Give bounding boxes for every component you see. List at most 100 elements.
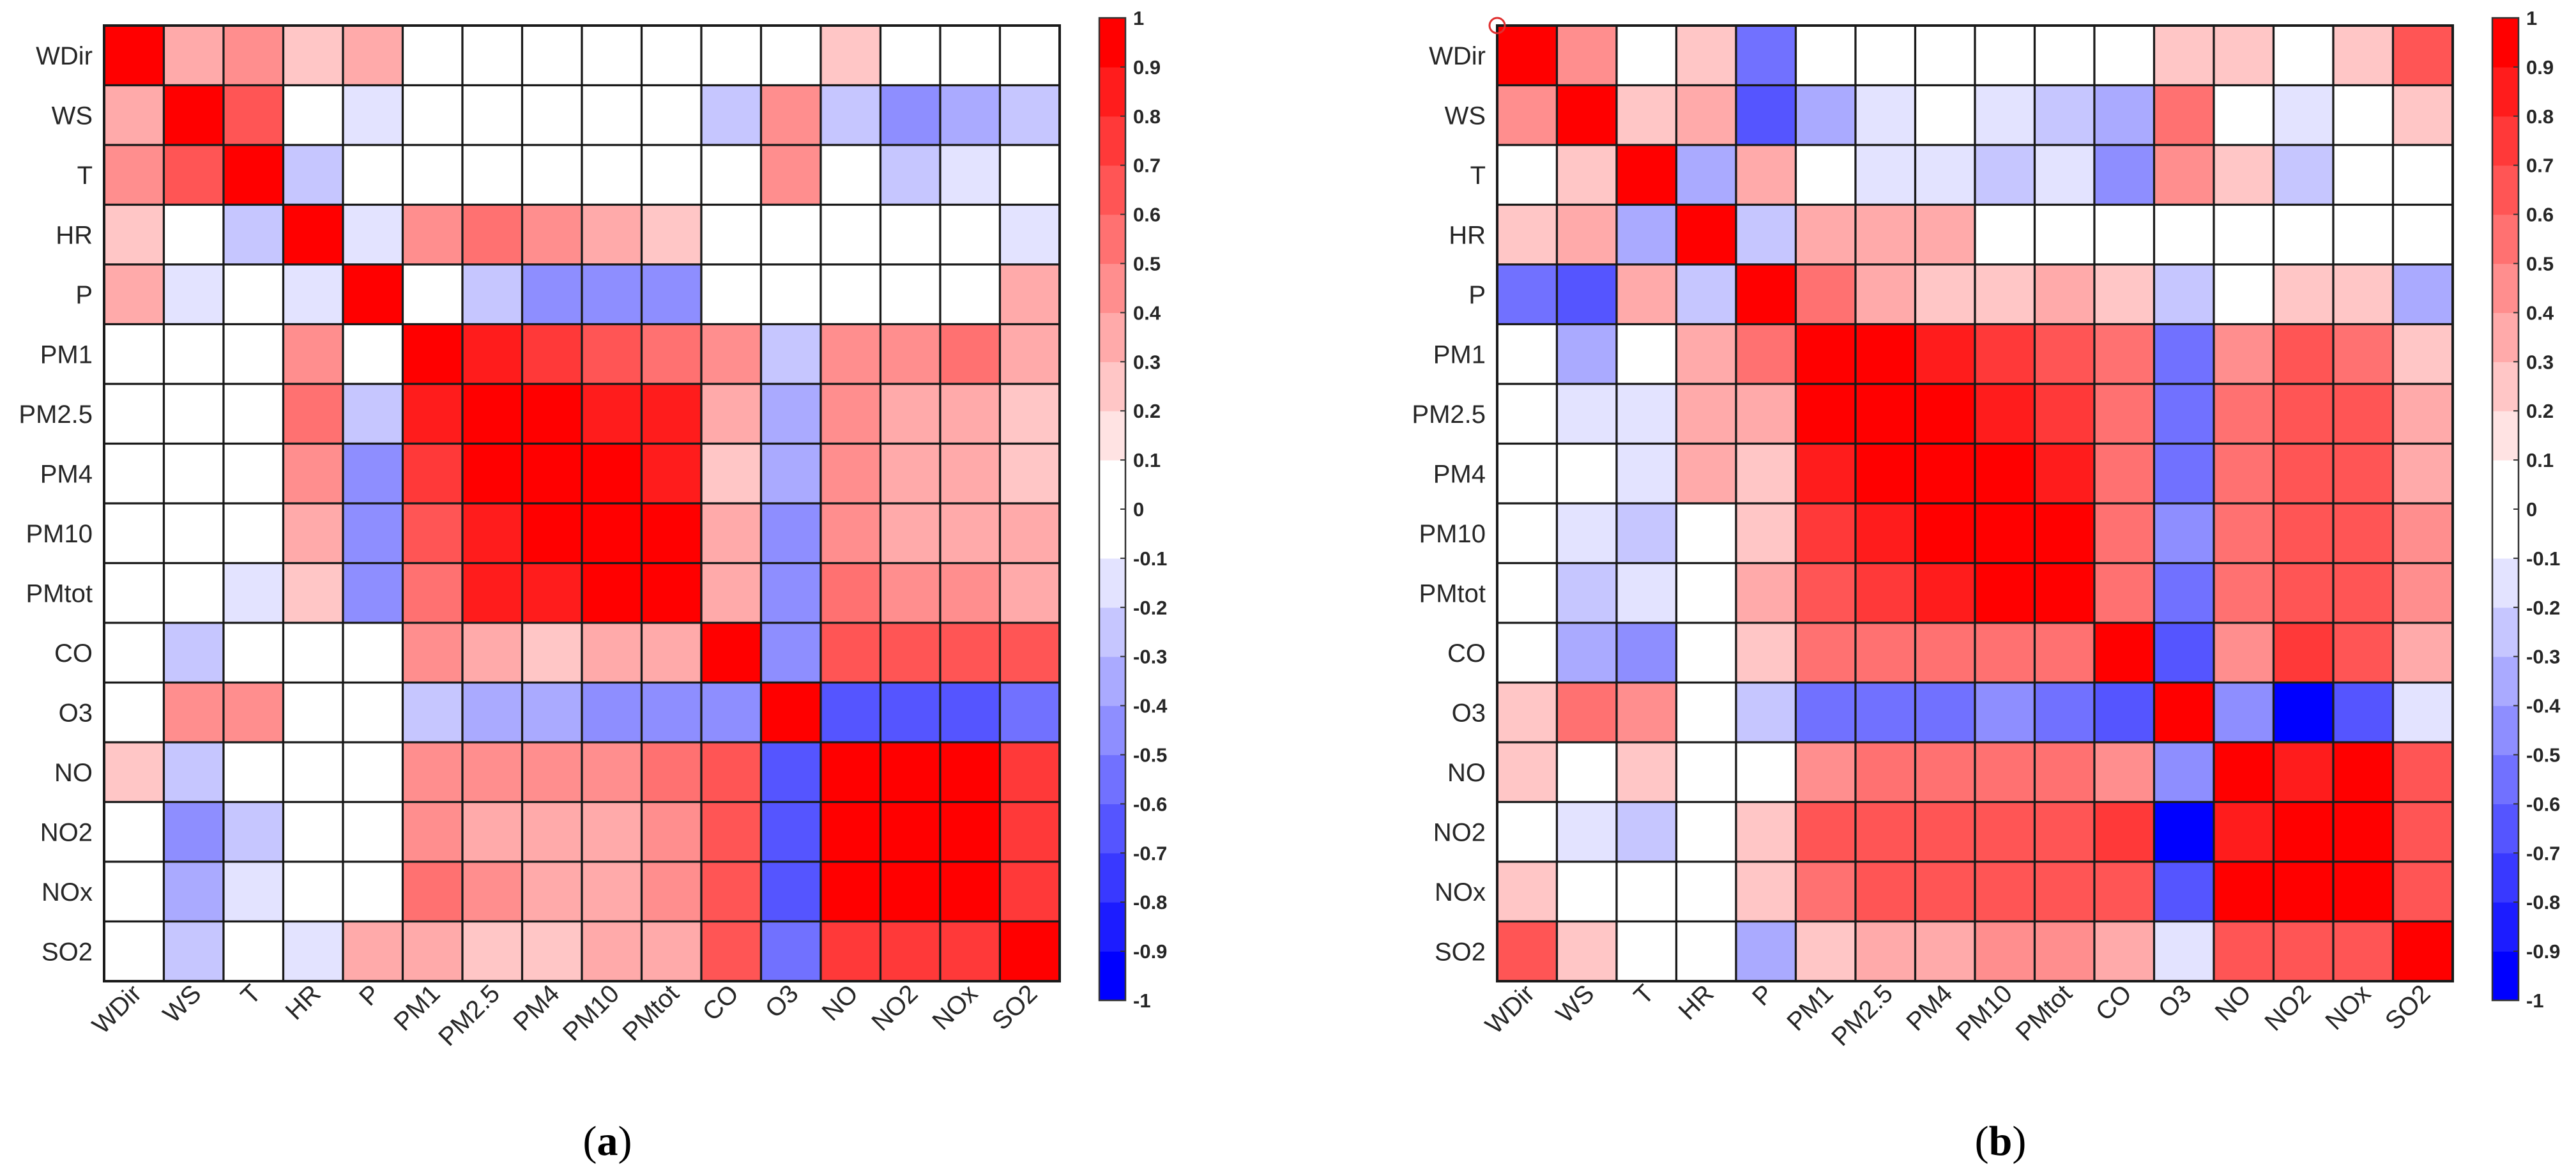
heatmap-cell bbox=[700, 562, 763, 624]
heatmap-cell bbox=[1555, 562, 1618, 624]
colorbar-tick-label: 0 bbox=[1133, 498, 1144, 521]
heatmap-cell bbox=[759, 383, 822, 445]
colorbar-tick-label: -0.2 bbox=[2526, 597, 2560, 619]
heatmap-cell bbox=[1615, 442, 1678, 505]
x-tick-label: SO2 bbox=[987, 979, 1043, 1035]
heatmap-cell bbox=[998, 442, 1061, 505]
heatmap-cell bbox=[103, 383, 165, 445]
colorbar-tick-label: -0.1 bbox=[2526, 547, 2560, 570]
heatmap-cell bbox=[461, 383, 524, 445]
heatmap-cell bbox=[1735, 84, 1797, 146]
heatmap-cell bbox=[819, 741, 882, 804]
heatmap-cell bbox=[640, 203, 703, 266]
heatmap-cell bbox=[222, 263, 285, 326]
heatmap-cell bbox=[222, 383, 285, 445]
heatmap-cell bbox=[162, 502, 225, 565]
heatmap-cell bbox=[1735, 203, 1797, 266]
colorbar-tick-label: -0.7 bbox=[2526, 842, 2560, 864]
heatmap-cell bbox=[342, 203, 404, 266]
heatmap-cell bbox=[581, 681, 643, 744]
heatmap-cell bbox=[401, 24, 464, 87]
colorbar-bin bbox=[2492, 18, 2519, 68]
colorbar-tick-label: 0.1 bbox=[1133, 449, 1161, 471]
heatmap-cell bbox=[521, 800, 583, 863]
heatmap-cell bbox=[819, 383, 882, 445]
heatmap-cell bbox=[1914, 800, 1976, 863]
heatmap-cell bbox=[1914, 203, 1976, 266]
heatmap-cell bbox=[1496, 562, 1559, 624]
heatmap-cell bbox=[103, 442, 165, 505]
heatmap-cell bbox=[640, 502, 703, 565]
y-tick-label: PM4 bbox=[1433, 460, 1486, 488]
heatmap-cell bbox=[521, 144, 583, 206]
heatmap-cell bbox=[879, 323, 941, 385]
heatmap-cell bbox=[2332, 442, 2395, 505]
heatmap-cell bbox=[581, 502, 643, 565]
colorbar-bin bbox=[2492, 902, 2519, 952]
heatmap-cell bbox=[1496, 502, 1559, 565]
heatmap-cell bbox=[759, 800, 822, 863]
heatmap-cell bbox=[2213, 323, 2275, 385]
heatmap-cell bbox=[1496, 860, 1559, 923]
x-tick-label: T bbox=[1629, 979, 1659, 1010]
colorbar-tick-label: 1 bbox=[1133, 7, 1144, 29]
heatmap-cell bbox=[819, 622, 882, 684]
heatmap-cell bbox=[1914, 323, 1976, 385]
colorbar-tick-label: -1 bbox=[2526, 989, 2544, 1012]
heatmap-cell bbox=[222, 920, 285, 982]
panel-letter: a bbox=[597, 1118, 618, 1165]
y-tick-label: PMtot bbox=[26, 579, 93, 607]
heatmap-cell bbox=[2272, 800, 2335, 863]
y-tick-label: HR bbox=[1449, 221, 1486, 249]
heatmap-cell bbox=[759, 502, 822, 565]
heatmap-cell bbox=[1496, 144, 1559, 206]
x-tick-label: WS bbox=[158, 979, 207, 1028]
heatmap-cell bbox=[521, 502, 583, 565]
heatmap-cell bbox=[2033, 383, 2096, 445]
heatmap-cell bbox=[2213, 263, 2275, 326]
heatmap-cell bbox=[2093, 263, 2156, 326]
heatmap-cell bbox=[998, 84, 1061, 146]
heatmap-cell bbox=[2033, 681, 2096, 744]
heatmap-cell bbox=[103, 263, 165, 326]
heatmap-cell bbox=[1555, 800, 1618, 863]
colorbar: 1 0.9 0.8 0.7 0.6 0.5 0.4 0.3 0.2 0.1 0 -0.1 -0.2 -0.… bbox=[1098, 7, 1168, 1012]
y-tick-label: PM2.5 bbox=[19, 401, 93, 429]
heatmap-cell bbox=[2093, 860, 2156, 923]
heatmap-cell bbox=[1555, 383, 1618, 445]
heatmap-cell bbox=[1735, 263, 1797, 326]
heatmap-cell bbox=[1735, 24, 1797, 87]
heatmap-cell bbox=[1794, 920, 1857, 982]
heatmap-cell bbox=[998, 800, 1061, 863]
heatmap-cell bbox=[700, 24, 763, 87]
heatmap-cell bbox=[939, 263, 1002, 326]
y-tick-label: WDir bbox=[1429, 42, 1486, 70]
colorbar-bin bbox=[1099, 165, 1125, 215]
x-tick-label: PM4 bbox=[508, 979, 565, 1036]
heatmap-cell bbox=[162, 442, 225, 505]
heatmap-cell bbox=[1675, 860, 1737, 923]
colorbar-tick-label: 0.8 bbox=[1133, 105, 1161, 128]
heatmap-cell bbox=[222, 860, 285, 923]
y-tick-label: PM10 bbox=[1419, 520, 1486, 548]
heatmap-cell bbox=[401, 442, 464, 505]
heatmap-cell bbox=[1854, 502, 1917, 565]
heatmap-cell bbox=[1555, 263, 1618, 326]
heatmap-cell bbox=[2033, 323, 2096, 385]
heatmap-cell bbox=[2391, 681, 2454, 744]
heatmap-cell bbox=[1496, 920, 1559, 982]
heatmap-cell bbox=[1854, 323, 1917, 385]
heatmap-cell bbox=[2153, 383, 2215, 445]
x-tick-label: O3 bbox=[760, 979, 804, 1023]
heatmap-cell bbox=[581, 562, 643, 624]
heatmap-cell bbox=[939, 144, 1002, 206]
heatmap-cell bbox=[998, 383, 1061, 445]
heatmap-cell bbox=[282, 920, 344, 982]
colorbar-tick-label: -0.4 bbox=[1133, 695, 1168, 717]
heatmap-cell bbox=[759, 681, 822, 744]
colorbar-tick-label: 0.5 bbox=[1133, 253, 1161, 275]
heatmap-cell bbox=[1854, 622, 1917, 684]
colorbar-tick-label: 0.7 bbox=[2526, 155, 2554, 177]
heatmap-cell bbox=[2332, 144, 2395, 206]
heatmap-cell bbox=[1794, 24, 1857, 87]
